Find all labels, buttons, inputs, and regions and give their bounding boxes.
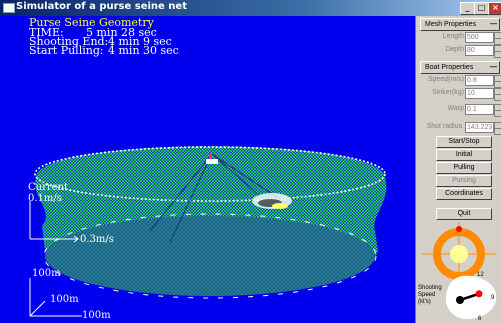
shot-radius-input[interactable]: 143.223 <box>465 122 494 133</box>
dial-label-line1: Shooting <box>418 285 442 291</box>
pursing-button[interactable]: Pursing <box>436 175 492 187</box>
boat-icon <box>206 153 218 164</box>
speed-input[interactable]: 0.8 <box>465 75 494 86</box>
shot-radius-row: Shot radius 143.223 <box>420 122 501 135</box>
depth-label: Depth <box>445 46 464 53</box>
depth-spinner[interactable] <box>494 45 501 58</box>
current-arrow <box>29 201 79 243</box>
shooting-end-value: 4 min 9 sec <box>108 35 172 48</box>
sinker-input[interactable]: 10 <box>465 88 494 99</box>
length-row: Length 500 <box>420 32 501 45</box>
dial-tick-6: 6 <box>478 316 482 322</box>
depth-row: Depth 80 <box>420 45 501 58</box>
info-title: Purse Seine Geometry <box>29 16 154 29</box>
sinker-row: Sinker(kg) 10 <box>420 88 501 101</box>
scale-x-label: 100m <box>82 310 111 321</box>
time-label: TIME: <box>29 26 64 39</box>
speed-spinner[interactable] <box>494 75 501 88</box>
collapse-icon[interactable]: — <box>490 64 497 71</box>
dial-knob[interactable] <box>475 290 483 298</box>
sinker-spinner[interactable] <box>494 88 501 101</box>
pulling-button[interactable]: Pulling <box>436 162 492 174</box>
current-speed: 0.1m/s <box>28 193 62 204</box>
shot-radius-spinner[interactable] <box>494 122 501 135</box>
scale-y-label: 100m <box>32 268 61 279</box>
time-value: 5 min 28 sec <box>86 26 157 39</box>
title-bar[interactable]: Simulator of a purse seine net _ □ × <box>0 0 501 16</box>
app-icon <box>3 3 15 13</box>
purse-lines <box>149 153 291 243</box>
initial-button[interactable]: Initial <box>436 149 492 161</box>
shot-radius-label: Shot radius <box>426 123 462 130</box>
net-floor <box>45 216 375 296</box>
start-pulling-label: Start Pulling: <box>29 44 104 57</box>
warp-label: Warp <box>447 105 464 112</box>
collapse-icon[interactable]: — <box>490 21 497 28</box>
window-title: Simulator of a purse seine net <box>16 1 187 12</box>
minimize-button[interactable]: _ <box>460 2 475 15</box>
boat-properties-header[interactable]: Boat Properties — <box>420 61 500 74</box>
warp-spinner[interactable] <box>494 104 501 117</box>
shooting-end-label: Shooting End: <box>29 35 109 48</box>
warp-row: Warp 0.1 <box>420 104 501 117</box>
quit-button[interactable]: Quit <box>436 208 492 220</box>
boat-properties-title: Boat Properties <box>425 64 474 71</box>
dial-tick-9: 9 <box>491 295 495 301</box>
length-spinner[interactable] <box>494 32 501 45</box>
scale-z-label: 100m <box>50 294 79 305</box>
gauge-marker <box>456 226 462 232</box>
control-panel: Mesh Properties — Length 500 Depth 80 Bo… <box>415 16 501 323</box>
direction-gauge <box>422 222 496 286</box>
shooting-speed-dial <box>446 275 497 320</box>
mesh-properties-header[interactable]: Mesh Properties — <box>420 18 500 31</box>
coordinates-button[interactable]: Coordinates <box>436 188 492 200</box>
scale-axes <box>29 278 82 317</box>
start-stop-button[interactable]: Start/Stop <box>436 136 492 148</box>
start-pulling-value: 4 min 30 sec <box>108 44 179 57</box>
float-line <box>34 146 386 202</box>
current-label: Current <box>28 182 69 193</box>
lead-line <box>43 213 377 299</box>
dial-label: Shooting Speed (kt's) <box>418 285 442 306</box>
warp-input[interactable]: 0.1 <box>465 104 494 115</box>
dial-label-line2: Speed <box>418 292 436 298</box>
arrow-speed: 0.3m/s <box>80 234 114 245</box>
depth-input[interactable]: 80 <box>465 45 494 56</box>
speed-label: Speed(m/s) <box>427 76 464 83</box>
speed-row: Speed(m/s) 0.8 <box>420 75 501 88</box>
sinker-label: Sinker(kg) <box>432 89 464 96</box>
maximize-button[interactable]: □ <box>474 2 489 15</box>
length-label: Length <box>442 33 464 40</box>
dial-tick-12: 12 <box>477 272 484 278</box>
simulation-viewport[interactable]: Purse Seine Geometry TIME: 5 min 28 sec … <box>0 16 415 323</box>
length-input[interactable]: 500 <box>465 32 494 43</box>
close-button[interactable]: × <box>488 2 501 15</box>
mesh-properties-title: Mesh Properties <box>425 21 476 28</box>
fish-school <box>252 193 292 209</box>
net-scene <box>29 146 387 317</box>
dial-label-line3: (kt's) <box>418 299 431 305</box>
